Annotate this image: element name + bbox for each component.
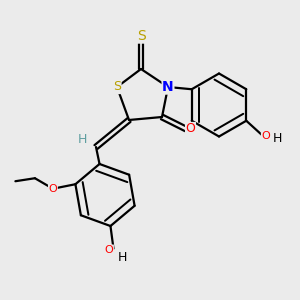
Text: S: S xyxy=(113,80,121,94)
Text: O: O xyxy=(186,122,195,136)
Text: H: H xyxy=(118,251,127,264)
Text: S: S xyxy=(136,29,146,43)
Text: H: H xyxy=(78,133,87,146)
Text: O: O xyxy=(105,245,113,255)
Text: N: N xyxy=(162,80,174,94)
Text: H: H xyxy=(273,132,283,145)
Text: O: O xyxy=(261,131,270,141)
Text: O: O xyxy=(49,184,57,194)
